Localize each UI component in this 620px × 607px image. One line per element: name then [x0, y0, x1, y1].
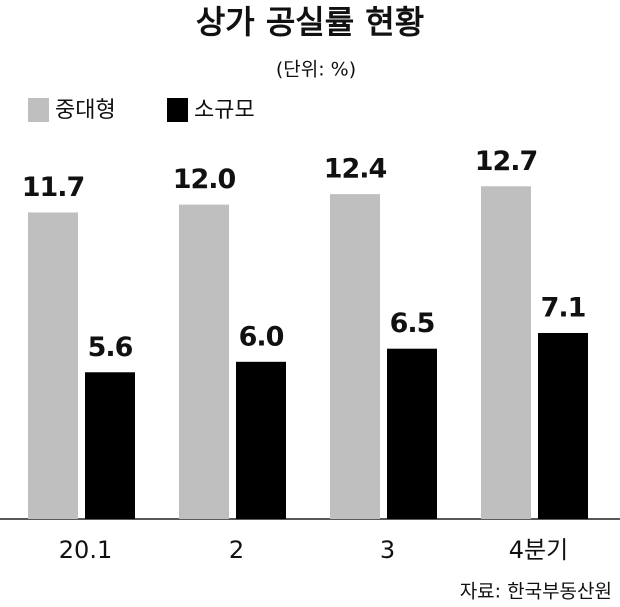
bar [387, 348, 437, 519]
bar [330, 194, 380, 519]
value-label: 6.0 [239, 321, 284, 352]
value-label: 11.7 [22, 172, 85, 203]
value-label: 6.5 [390, 308, 435, 339]
x-tick-label: 3 [380, 536, 395, 564]
value-label: 12.7 [475, 146, 538, 177]
bar [236, 361, 286, 519]
chart-title: 상가 공실률 현황 [196, 3, 424, 41]
bar [28, 212, 78, 519]
legend-label: 소규모 [194, 98, 255, 123]
x-tick-label: 20.1 [59, 536, 112, 564]
bar [538, 332, 588, 519]
x-tick-label: 2 [229, 536, 244, 564]
value-label: 5.6 [88, 332, 133, 363]
bar [85, 372, 135, 519]
source-note: 자료: 한국부동산원 [460, 581, 612, 603]
bar [481, 186, 531, 519]
value-label: 7.1 [541, 292, 586, 323]
legend-swatch [167, 98, 188, 122]
value-label: 12.0 [173, 164, 236, 195]
chart-subtitle: (단위: %) [276, 59, 356, 81]
bar [179, 204, 229, 519]
value-label: 12.4 [324, 154, 387, 185]
legend-swatch [28, 98, 49, 122]
legend-label: 중대형 [55, 98, 116, 123]
x-tick-label: 4분기 [509, 536, 568, 564]
